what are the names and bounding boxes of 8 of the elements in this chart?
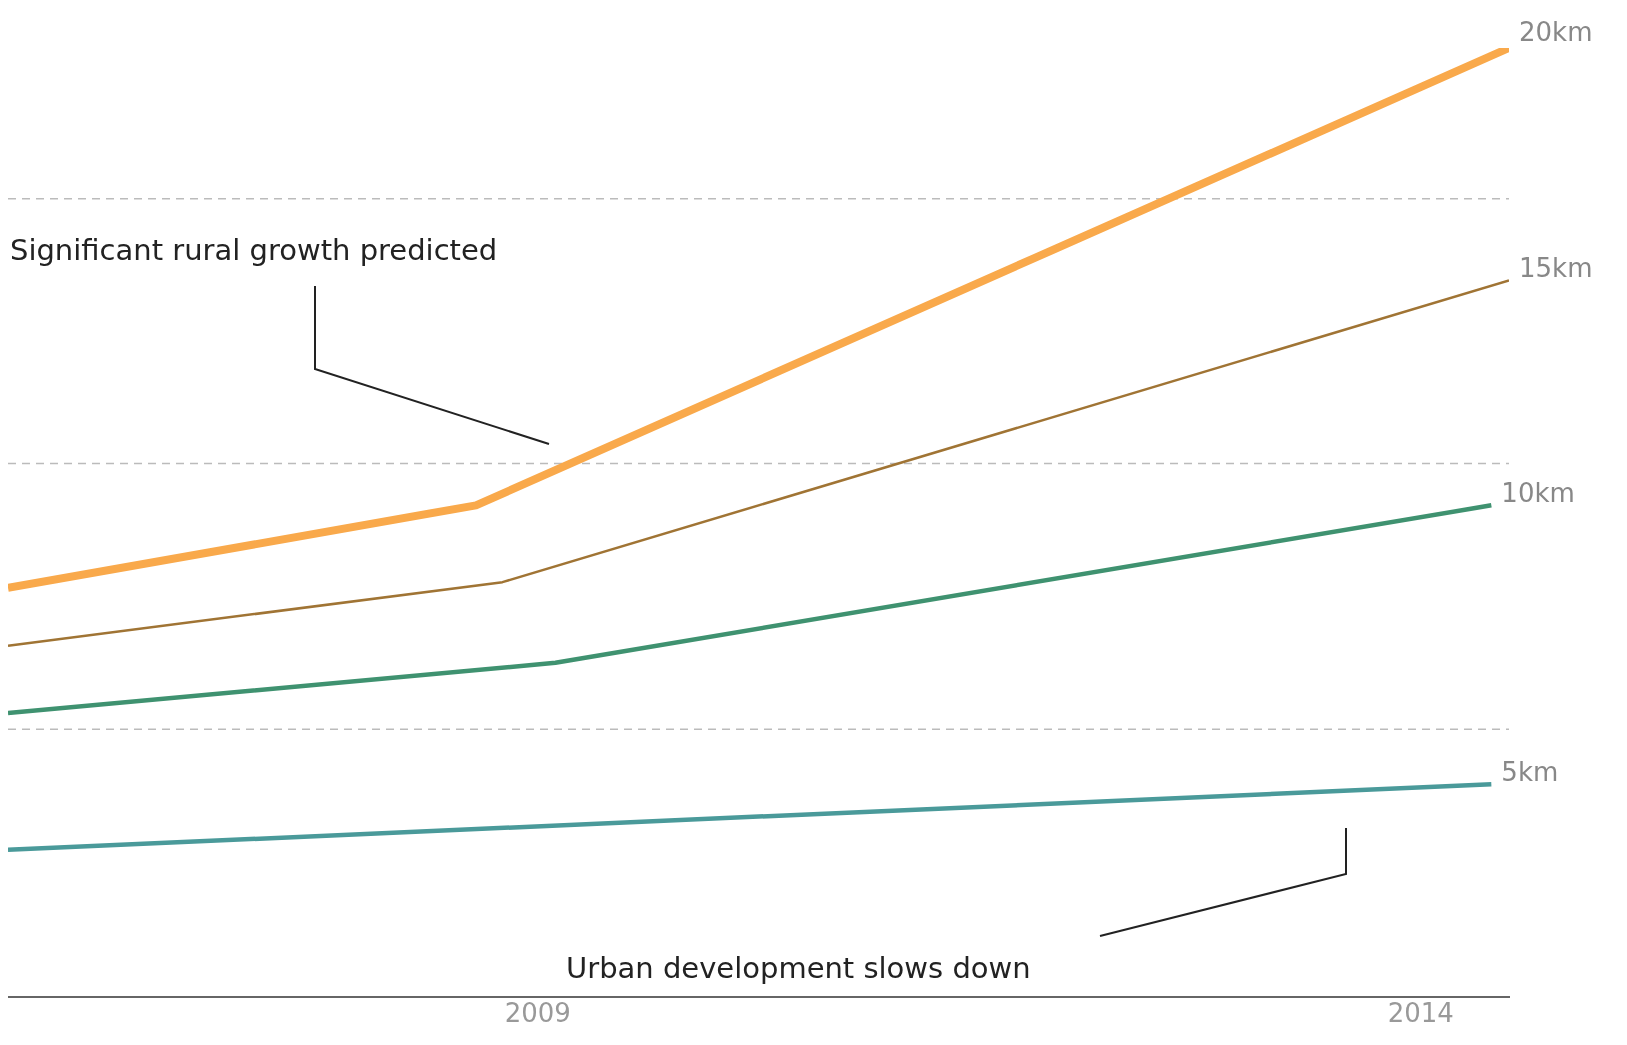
x-tick-label: 2014 [1387,998,1454,1029]
annotation: Significant rural growth predicted [10,233,498,267]
series-label: 20km [1519,16,1593,47]
series-label: 10km [1501,478,1575,509]
series-label: 15km [1519,253,1593,284]
x-tick-label: 2009 [504,998,571,1029]
series-label: 5km [1501,757,1559,788]
annotation: Urban development slows down [566,951,1031,985]
